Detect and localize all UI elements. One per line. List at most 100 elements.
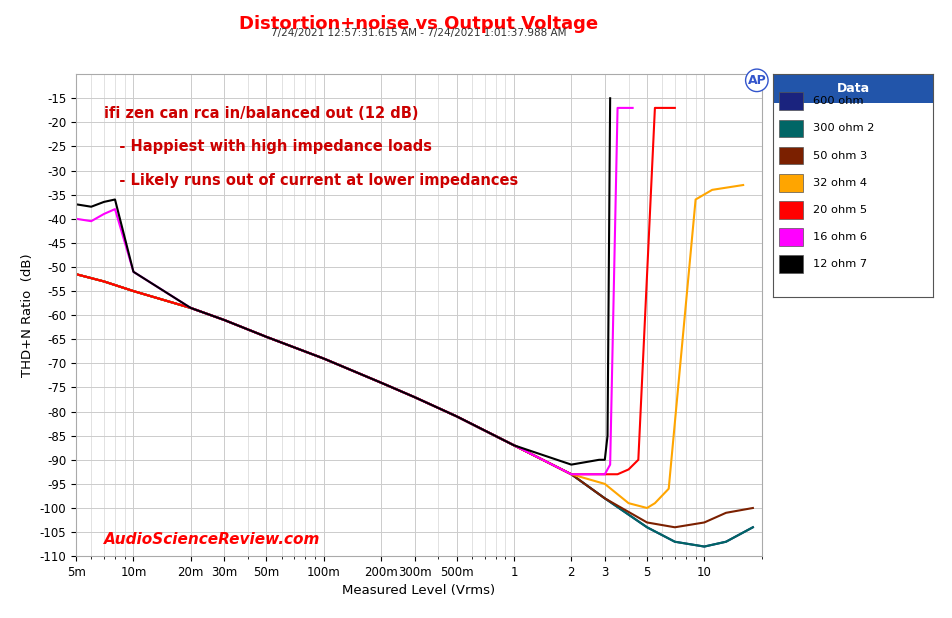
32 ohm 4 — [642, 504, 653, 512]
50 ohm 3 — [565, 470, 577, 478]
12 ohm 7 — [375, 379, 387, 386]
FancyBboxPatch shape — [780, 228, 803, 246]
FancyBboxPatch shape — [773, 74, 933, 103]
600 ohm — [451, 413, 463, 420]
16 ohm 6 — [70, 215, 82, 222]
50 ohm 3 — [261, 333, 272, 341]
600 ohm — [565, 470, 577, 478]
600 ohm — [599, 494, 610, 502]
600 ohm — [747, 523, 759, 531]
50 ohm 3 — [408, 394, 420, 401]
50 ohm 3 — [185, 304, 196, 311]
600 ohm — [375, 379, 387, 386]
20 ohm 5 — [408, 394, 420, 401]
32 ohm 4 — [565, 470, 577, 478]
32 ohm 4 — [738, 181, 749, 188]
12 ohm 7 — [185, 304, 196, 311]
20 ohm 5 — [375, 379, 387, 386]
20 ohm 5 — [451, 413, 463, 420]
FancyBboxPatch shape — [780, 119, 803, 137]
Text: 600 ohm: 600 ohm — [813, 96, 863, 106]
12 ohm 7 — [98, 198, 109, 206]
Text: 7/24/2021 12:57:31.615 AM - 7/24/2021 1:01:37.988 AM: 7/24/2021 12:57:31.615 AM - 7/24/2021 1:… — [271, 28, 566, 38]
32 ohm 4 — [70, 271, 82, 278]
50 ohm 3 — [669, 523, 681, 531]
Text: 20 ohm 5: 20 ohm 5 — [813, 205, 867, 215]
600 ohm — [70, 271, 82, 278]
600 ohm — [318, 355, 329, 362]
12 ohm 7 — [593, 456, 605, 464]
12 ohm 7 — [565, 461, 577, 468]
20 ohm 5 — [261, 333, 272, 341]
FancyBboxPatch shape — [780, 174, 803, 192]
600 ohm — [261, 333, 272, 341]
32 ohm 4 — [690, 196, 702, 203]
50 ohm 3 — [721, 509, 732, 517]
FancyBboxPatch shape — [780, 255, 803, 273]
20 ohm 5 — [565, 470, 577, 478]
Text: AP: AP — [747, 74, 766, 87]
20 ohm 5 — [612, 470, 624, 478]
32 ohm 4 — [375, 379, 387, 386]
FancyBboxPatch shape — [780, 201, 803, 219]
50 ohm 3 — [128, 287, 139, 295]
50 ohm 3 — [642, 519, 653, 526]
16 ohm 6 — [599, 470, 610, 478]
Line: 600 ohm: 600 ohm — [76, 274, 753, 546]
32 ohm 4 — [128, 287, 139, 295]
50 ohm 3 — [98, 277, 109, 285]
32 ohm 4 — [408, 394, 420, 401]
20 ohm 5 — [185, 304, 196, 311]
Text: AudioScienceReview.com: AudioScienceReview.com — [104, 532, 320, 547]
FancyBboxPatch shape — [780, 93, 803, 110]
16 ohm 6 — [605, 461, 616, 468]
16 ohm 6 — [86, 218, 97, 225]
12 ohm 7 — [109, 196, 121, 203]
FancyBboxPatch shape — [780, 146, 803, 164]
50 ohm 3 — [451, 413, 463, 420]
600 ohm — [98, 277, 109, 285]
50 ohm 3 — [508, 442, 520, 449]
50 ohm 3 — [747, 504, 759, 512]
20 ohm 5 — [669, 104, 681, 112]
300 ohm 2 — [747, 523, 759, 531]
Line: 16 ohm 6: 16 ohm 6 — [76, 108, 633, 474]
300 ohm 2 — [599, 494, 610, 502]
32 ohm 4 — [663, 485, 674, 493]
20 ohm 5 — [128, 287, 139, 295]
300 ohm 2 — [375, 379, 387, 386]
32 ohm 4 — [185, 304, 196, 311]
600 ohm — [508, 442, 520, 449]
12 ohm 7 — [451, 413, 463, 420]
Text: 12 ohm 7: 12 ohm 7 — [813, 259, 867, 269]
600 ohm — [669, 538, 681, 546]
32 ohm 4 — [599, 480, 610, 488]
12 ohm 7 — [128, 268, 139, 276]
Text: 50 ohm 3: 50 ohm 3 — [813, 151, 867, 161]
32 ohm 4 — [261, 333, 272, 341]
32 ohm 4 — [98, 277, 109, 285]
600 ohm — [185, 304, 196, 311]
12 ohm 7 — [261, 333, 272, 341]
12 ohm 7 — [219, 316, 230, 324]
16 ohm 6 — [219, 316, 230, 324]
16 ohm 6 — [627, 104, 639, 112]
300 ohm 2 — [219, 316, 230, 324]
12 ohm 7 — [408, 394, 420, 401]
32 ohm 4 — [219, 316, 230, 324]
300 ohm 2 — [185, 304, 196, 311]
50 ohm 3 — [219, 316, 230, 324]
Text: 16 ohm 6: 16 ohm 6 — [813, 232, 867, 242]
X-axis label: Measured Level (Vrms): Measured Level (Vrms) — [343, 585, 495, 598]
300 ohm 2 — [642, 523, 653, 531]
16 ohm 6 — [565, 470, 577, 478]
300 ohm 2 — [721, 538, 732, 546]
50 ohm 3 — [318, 355, 329, 362]
16 ohm 6 — [451, 413, 463, 420]
12 ohm 7 — [508, 442, 520, 449]
600 ohm — [642, 523, 653, 531]
300 ohm 2 — [128, 287, 139, 295]
32 ohm 4 — [706, 186, 718, 193]
20 ohm 5 — [318, 355, 329, 362]
20 ohm 5 — [633, 456, 645, 464]
